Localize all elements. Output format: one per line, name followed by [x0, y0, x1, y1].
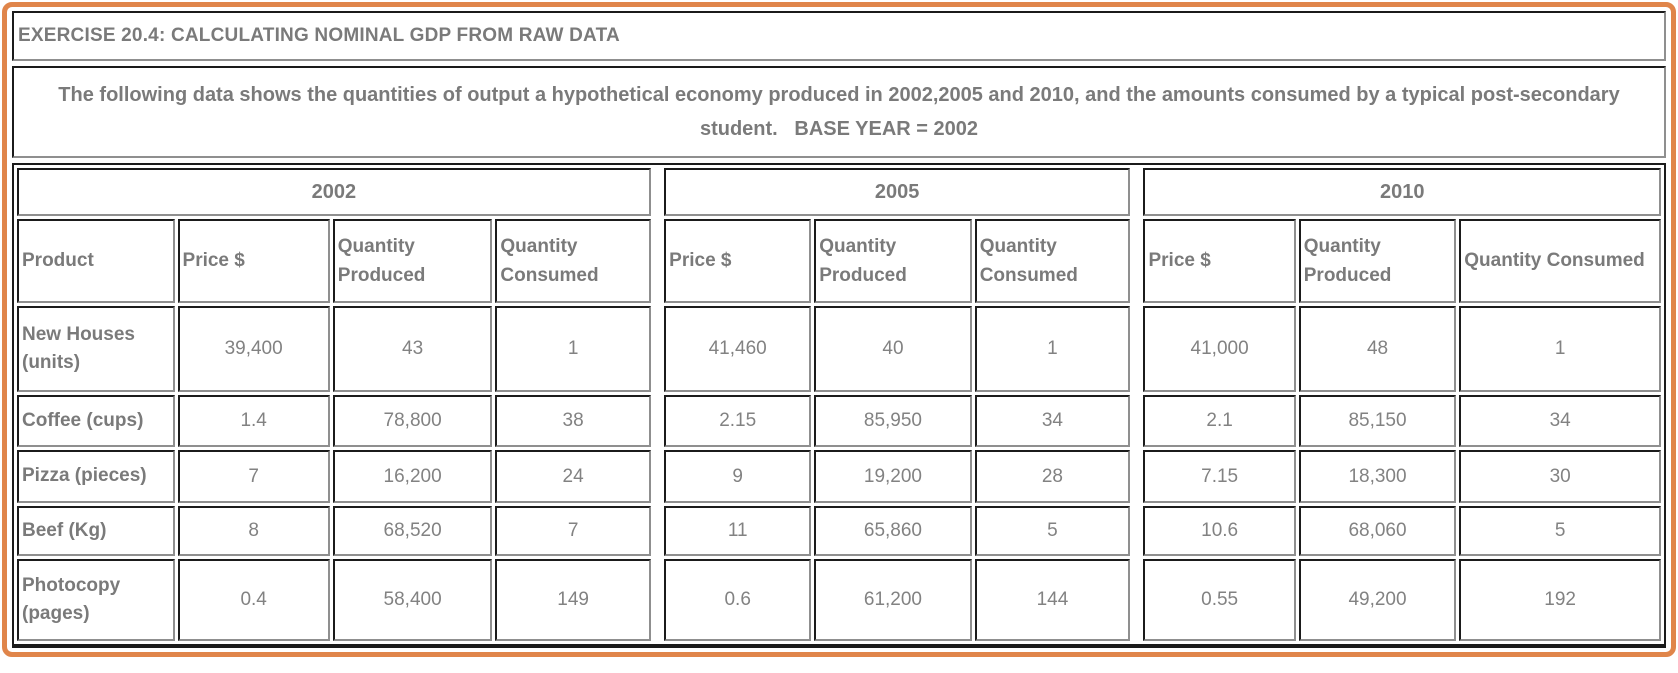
data-cell: 38 [495, 395, 651, 447]
data-cell: 8 [177, 506, 330, 556]
product-cell: Photocopy (pages) [17, 559, 175, 641]
table-row-pizza: Pizza (pieces) 7 16,200 24 9 19,200 28 7… [17, 450, 1661, 503]
group-spacer [1133, 450, 1141, 503]
column-header-qty-consumed-2005: Quantity Consumed [974, 219, 1131, 303]
group-spacer [1133, 506, 1141, 556]
data-cell: 19,200 [814, 450, 972, 503]
data-cell: 1.4 [177, 395, 330, 447]
group-spacer [1133, 306, 1141, 392]
data-cell: 0.6 [664, 559, 812, 641]
table-row-beef: Beef (Kg) 8 68,520 7 11 65,860 5 10.6 68… [17, 506, 1661, 556]
data-cell: 34 [1459, 395, 1661, 447]
product-cell: Beef (Kg) [17, 506, 175, 556]
data-cell: 5 [1459, 506, 1661, 556]
data-cell: 34 [974, 395, 1131, 447]
data-cell: 1 [974, 306, 1131, 392]
year-header-2002: 2002 [17, 168, 651, 216]
data-cell: 24 [495, 450, 651, 503]
data-cell: 41,000 [1143, 306, 1296, 392]
data-cell: 68,520 [332, 506, 493, 556]
data-cell: 58,400 [332, 559, 493, 641]
orange-highlight-border: EXERCISE 20.4: CALCULATING NOMINAL GDP F… [2, 2, 1676, 657]
data-cell: 11 [664, 506, 812, 556]
data-cell: 40 [814, 306, 972, 392]
data-cell: 1 [1459, 306, 1661, 392]
data-cell: 1 [495, 306, 651, 392]
column-header-product: Product [17, 219, 175, 303]
data-cell: 7 [495, 506, 651, 556]
data-cell: 61,200 [814, 559, 972, 641]
data-cell: 192 [1459, 559, 1661, 641]
year-header-2005: 2005 [664, 168, 1131, 216]
data-cell: 0.4 [177, 559, 330, 641]
data-cell: 28 [974, 450, 1131, 503]
product-cell: Pizza (pieces) [17, 450, 175, 503]
data-cell: 5 [974, 506, 1131, 556]
data-cell: 39,400 [177, 306, 330, 392]
table-row-photocopy: Photocopy (pages) 0.4 58,400 149 0.6 61,… [17, 559, 1661, 641]
data-cell: 85,950 [814, 395, 972, 447]
group-spacer [653, 450, 662, 503]
group-spacer [1133, 219, 1141, 303]
column-header-qty-consumed-2002: Quantity Consumed [495, 219, 651, 303]
product-cell: New Houses (units) [17, 306, 175, 392]
group-spacer [1133, 559, 1141, 641]
data-cell: 41,460 [664, 306, 812, 392]
group-spacer [1133, 168, 1141, 216]
data-cell: 0.55 [1143, 559, 1296, 641]
column-header-qty-produced-2002: Quantity Produced [332, 219, 493, 303]
gdp-data-table: 2002 2005 2010 Product Price $ Quantity … [12, 163, 1666, 648]
data-cell: 10.6 [1143, 506, 1296, 556]
table-row-coffee: Coffee (cups) 1.4 78,800 38 2.15 85,950 … [17, 395, 1661, 447]
group-spacer [653, 306, 662, 392]
data-cell: 2.1 [1143, 395, 1296, 447]
year-header-2010: 2010 [1143, 168, 1661, 216]
data-cell: 2.15 [664, 395, 812, 447]
data-cell: 18,300 [1298, 450, 1457, 503]
data-cell: 9 [664, 450, 812, 503]
group-spacer [653, 395, 662, 447]
table-row-new-houses: New Houses (units) 39,400 43 1 41,460 40… [17, 306, 1661, 392]
data-cell: 43 [332, 306, 493, 392]
column-header-qty-consumed-2010: Quantity Consumed [1459, 219, 1661, 303]
data-cell: 68,060 [1298, 506, 1457, 556]
data-cell: 149 [495, 559, 651, 641]
column-header-price-2010: Price $ [1143, 219, 1296, 303]
data-cell: 16,200 [332, 450, 493, 503]
column-header-price-2005: Price $ [664, 219, 812, 303]
data-cell: 49,200 [1298, 559, 1457, 641]
data-cell: 7 [177, 450, 330, 503]
exercise-description: The following data shows the quantities … [58, 84, 1620, 140]
data-cell: 48 [1298, 306, 1457, 392]
group-spacer [1133, 395, 1141, 447]
data-cell: 7.15 [1143, 450, 1296, 503]
data-cell: 30 [1459, 450, 1661, 503]
exercise-title-box: EXERCISE 20.4: CALCULATING NOMINAL GDP F… [12, 11, 1666, 61]
year-header-row: 2002 2005 2010 [17, 168, 1661, 216]
group-spacer [653, 168, 662, 216]
group-spacer [653, 559, 662, 641]
exercise-description-box: The following data shows the quantities … [12, 66, 1666, 158]
data-cell: 85,150 [1298, 395, 1457, 447]
column-header-qty-produced-2010: Quantity Produced [1298, 219, 1457, 303]
exercise-title: EXERCISE 20.4: CALCULATING NOMINAL GDP F… [18, 25, 620, 46]
column-header-row: Product Price $ Quantity Produced Quanti… [17, 219, 1661, 303]
data-cell: 78,800 [332, 395, 493, 447]
group-spacer [653, 219, 662, 303]
column-header-price-2002: Price $ [177, 219, 330, 303]
data-cell: 65,860 [814, 506, 972, 556]
column-header-qty-produced-2005: Quantity Produced [814, 219, 972, 303]
product-cell: Coffee (cups) [17, 395, 175, 447]
data-cell: 144 [974, 559, 1131, 641]
group-spacer [653, 506, 662, 556]
